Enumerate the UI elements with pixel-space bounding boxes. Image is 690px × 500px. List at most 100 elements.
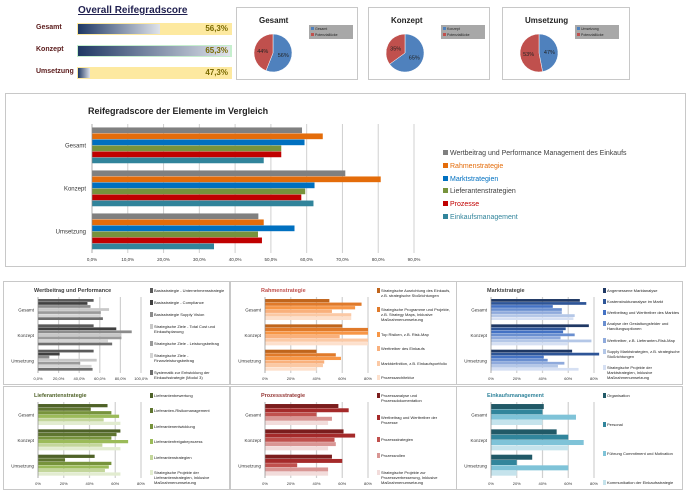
bar-konzept-2 <box>92 182 315 189</box>
legend-item: Strategische Ausrichtung des Einkaufs, z… <box>377 288 454 298</box>
bar-gesamt-3 <box>491 308 562 311</box>
chart-rahmenstrategie: 0% 20% 40% 60% 80% Gesamt Konzept Umsetzung Rahm… <box>230 281 457 385</box>
bar-gesamt-3 <box>38 414 120 418</box>
chart-title: Marktstrategie <box>487 288 525 294</box>
bar-gesamt-1 <box>491 302 587 305</box>
legend-label: Gesamt <box>315 27 328 31</box>
chart-wertbeitrag-und-performance: 0,0% 20,0% 40,0% 60,0% 80,0% 100,0% Gesamt Konz… <box>3 281 230 385</box>
score-label: Gesamt <box>36 24 62 31</box>
pie-data-label: 35% <box>390 46 401 52</box>
legend-swatch <box>150 324 153 329</box>
legend-label: Prozessstrategien <box>381 436 414 442</box>
legend-swatch <box>377 414 380 420</box>
legend-item: Personal <box>603 422 680 427</box>
bar-konzept-1 <box>491 434 569 440</box>
legend-swatch <box>377 331 380 337</box>
bar-konzept-0 <box>491 429 557 435</box>
legend-swatch <box>603 393 606 398</box>
legend-item: Führung Commitment und Motivation <box>603 451 680 456</box>
bar-umsetzung-2 <box>38 461 112 466</box>
x-tick-label: 90,0% <box>408 257 421 262</box>
legend-item: Strategische Ziele - Finanzleistungsbeit… <box>150 353 227 363</box>
score-databar-fill <box>78 68 91 78</box>
bar-gesamt-0 <box>491 299 580 302</box>
legend-swatch <box>377 436 380 442</box>
legend-label: Lieferantenbewertung <box>154 393 193 398</box>
legend-swatch <box>443 27 446 30</box>
category-label: Gesamt <box>18 413 35 418</box>
bar-umsetzung-0 <box>38 349 94 353</box>
score-value: 65,3% <box>205 46 228 55</box>
legend-swatch <box>443 33 446 36</box>
legend-item: Strategische Ziele - Leistungsbeitrag <box>150 341 227 346</box>
x-tick-label: 40% <box>312 481 320 486</box>
bar-konzept-2 <box>491 330 564 334</box>
legend-item: Lieferanten-Risikomanagement <box>150 408 227 414</box>
legend-item: Werttreiber des Einkaufs <box>377 346 454 352</box>
legend-label: Kommunikation der Einkaufsstrategie <box>607 480 674 485</box>
pie-title: Umsetzung <box>525 16 569 25</box>
legend-label: Einkaufsmanagement <box>450 214 518 221</box>
legend-label: Systematik zur Entwicklung der Einkaufss… <box>154 370 210 380</box>
legend-item: Wertbeitrag und Werttreiber der Prozesse <box>377 414 454 425</box>
bar-gesamt-4 <box>265 421 329 426</box>
legend-label: Strategische Ziele - Total Cost und Eink… <box>154 324 216 334</box>
x-tick-label: 80% <box>590 481 598 486</box>
legend-swatch <box>603 364 606 370</box>
bar-umsetzung-5 <box>265 367 317 371</box>
score-row-konzept: Konzept 65,3% <box>30 45 232 57</box>
bar-konzept-4 <box>92 194 302 201</box>
x-tick-label: 40,0% <box>74 376 86 381</box>
chart-svg: 0% 20% 40% 60% 80% Gesamt Konzept Umsetzung Mark… <box>464 288 600 381</box>
bar-konzept-4 <box>265 338 368 342</box>
bar-umsetzung-1 <box>92 219 264 226</box>
bar-gesamt-6 <box>491 317 574 321</box>
legend-item: Top Risiken, z.B. Risk-Map <box>377 331 454 337</box>
legend-label: Strategische Ausrichtung des Einkaufs, z… <box>381 288 451 298</box>
bar-gesamt-5 <box>491 314 575 317</box>
x-tick-label: 80% <box>590 376 598 381</box>
bar-gesamt-2 <box>265 306 356 310</box>
pie-slice <box>519 33 543 73</box>
legend-item: Kommunikation der Einkaufsstrategie <box>603 480 680 485</box>
bar-umsetzung-4 <box>491 361 565 365</box>
pie-legend-item: Potenziallücke <box>577 32 617 38</box>
chart-legend: Lieferantenbewertung Lieferanten-Risikoma… <box>150 393 227 485</box>
legend-swatch <box>603 299 606 305</box>
bar-gesamt-5 <box>265 316 352 321</box>
bar-konzept-2 <box>265 331 368 335</box>
main-legend-item: Rahmenstrategie <box>443 162 503 170</box>
x-tick-label: 80% <box>364 481 372 486</box>
bar-gesamt-5 <box>38 314 101 317</box>
legend-label: Strategische Projekte der Lieferantenstr… <box>154 469 210 485</box>
chart-legend: Organisation Personal Führung Commitment u… <box>603 393 680 485</box>
bar-gesamt-2 <box>92 139 305 146</box>
chart-title: Prozessstrategie <box>261 393 305 399</box>
legend-swatch <box>377 360 380 366</box>
bar-gesamt-4 <box>38 418 104 422</box>
x-tick-label: 20% <box>60 481 68 486</box>
legend-item: Kostenstrukturanalyse im Markt <box>603 299 680 305</box>
bar-umsetzung-1 <box>38 352 60 356</box>
bar-konzept-4 <box>38 443 103 447</box>
x-tick-label: 0,0% <box>33 376 43 381</box>
legend-swatch <box>377 346 380 352</box>
legend-item: Strategische Projekte der Lieferantenstr… <box>150 469 227 485</box>
legend-label: Personal <box>607 422 623 427</box>
x-tick-label: 20% <box>287 481 295 486</box>
legend-label: Supply Marktstrategien, z.B. strategisch… <box>607 348 680 359</box>
chart-title: Wertbeitrag und Performance <box>34 288 111 294</box>
bar-umsetzung-1 <box>491 352 600 356</box>
x-tick-label: 40% <box>85 481 93 486</box>
legend-label: Prozessarchitektur <box>381 374 415 380</box>
bar-konzept-1 <box>265 433 356 438</box>
bar-konzept-3 <box>265 335 340 339</box>
bar-gesamt-2 <box>38 305 91 308</box>
pie-data-label: 44% <box>257 49 268 55</box>
main-legend-item: Wertbeitrag und Performance Management d… <box>443 150 627 157</box>
legend-swatch <box>377 307 380 313</box>
legend-item: Prozessstrategien <box>377 436 454 442</box>
legend-swatch <box>443 162 448 168</box>
bar-umsetzung-0 <box>265 349 317 353</box>
legend-item: Strategische Projekte zur Prozessverbess… <box>377 470 454 485</box>
